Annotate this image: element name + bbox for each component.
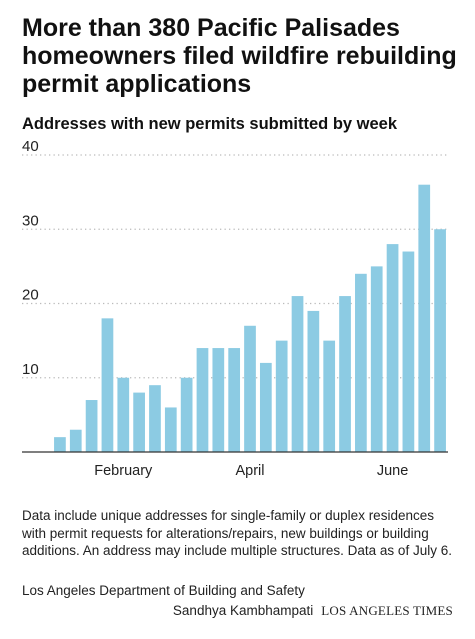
data-note: Data include unique addresses for single… [22,508,452,558]
bar-17 [323,340,336,452]
x-tick-label-0: February [94,463,153,479]
chart-subtitle: Addresses with new permits submitted by … [22,115,398,133]
x-tick-label-1: April [235,463,264,479]
bar-21 [386,244,399,452]
bar-14 [275,340,288,452]
bar-1 [69,429,82,452]
bar-13 [259,362,272,452]
y-tick-label-3: 40 [22,140,39,155]
byline: Sandhya Kambhampati [172,603,314,618]
bar-11 [228,348,241,452]
bar-10 [212,348,225,452]
bar-23 [418,184,431,452]
publisher-logo: LOS ANGELES TIMES [321,603,453,618]
y-tick-label-2: 30 [22,212,39,229]
bar-22 [402,251,415,452]
bar-19 [355,273,367,452]
bar-chart: 10 20 30 40 February April June [22,140,448,479]
bar-6 [149,385,161,452]
bar-20 [370,266,383,452]
credit-line: Sandhya Kambhampati LOS ANGELES TIMES [173,603,453,619]
bar-9 [196,348,209,452]
bar-24 [434,229,446,452]
y-tick-label-0: 10 [22,361,39,378]
x-tick-label-2: June [377,463,408,479]
bar-18 [339,296,351,452]
y-tick-label-1: 20 [22,287,39,304]
bar-7 [164,407,177,452]
bar-15 [291,296,304,452]
bar-8 [180,377,193,452]
bar-4 [117,377,130,452]
bar-3 [101,318,114,452]
chart-title: More than 380 Pacific Palisades homeowne… [22,14,457,98]
bar-2 [85,400,98,452]
bar-5 [133,392,145,452]
bar-12 [244,325,256,452]
bar-16 [307,310,320,452]
source-line: Los Angeles Department of Building and S… [22,583,305,598]
bar-0 [54,437,66,452]
